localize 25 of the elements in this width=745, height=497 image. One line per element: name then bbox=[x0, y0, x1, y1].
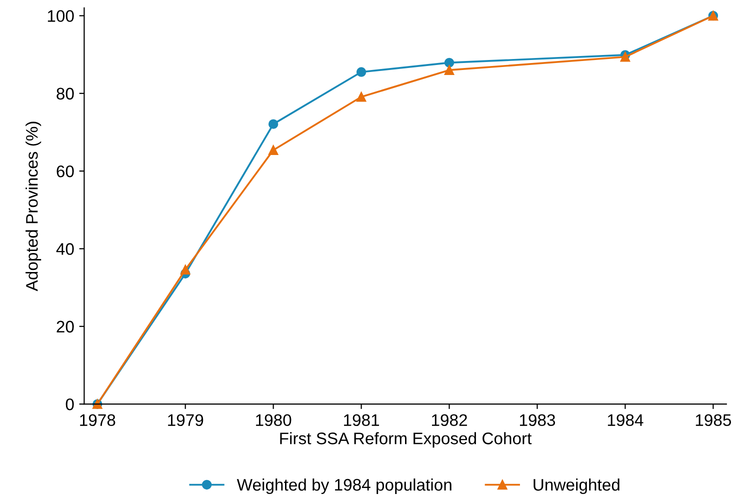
y-axis-title: Adopted Provinces (%) bbox=[26, 122, 42, 292]
x-tick-label: 1981 bbox=[344, 414, 380, 426]
y-tick-label: 100 bbox=[48, 10, 74, 22]
y-tick-label: 20 bbox=[56, 320, 74, 333]
point bbox=[444, 65, 454, 75]
y-tick-label: 40 bbox=[56, 243, 74, 255]
point bbox=[444, 58, 454, 68]
legend-label: Unweighted bbox=[534, 478, 620, 494]
x-tick-label: 1980 bbox=[256, 414, 292, 426]
x-tick-label: 1985 bbox=[696, 414, 732, 426]
x-tick-label: 1978 bbox=[80, 414, 116, 426]
x-axis-title: First SSA Reform Exposed Cohort bbox=[280, 432, 532, 448]
point bbox=[356, 67, 366, 77]
legend-label: Weighted by 1984 population bbox=[236, 478, 452, 494]
y-tick-label: 60 bbox=[56, 165, 74, 178]
x-tick-label: 1983 bbox=[520, 414, 556, 426]
x-tick-label: 1982 bbox=[432, 414, 467, 426]
point bbox=[356, 92, 366, 102]
y-tick-label: 0 bbox=[66, 398, 74, 410]
point bbox=[180, 264, 190, 275]
point bbox=[268, 145, 278, 155]
point bbox=[268, 119, 278, 129]
y-tick-label: 80 bbox=[56, 88, 74, 100]
x-tick-label: 1984 bbox=[608, 414, 644, 426]
x-tick-label: 1979 bbox=[168, 414, 204, 426]
